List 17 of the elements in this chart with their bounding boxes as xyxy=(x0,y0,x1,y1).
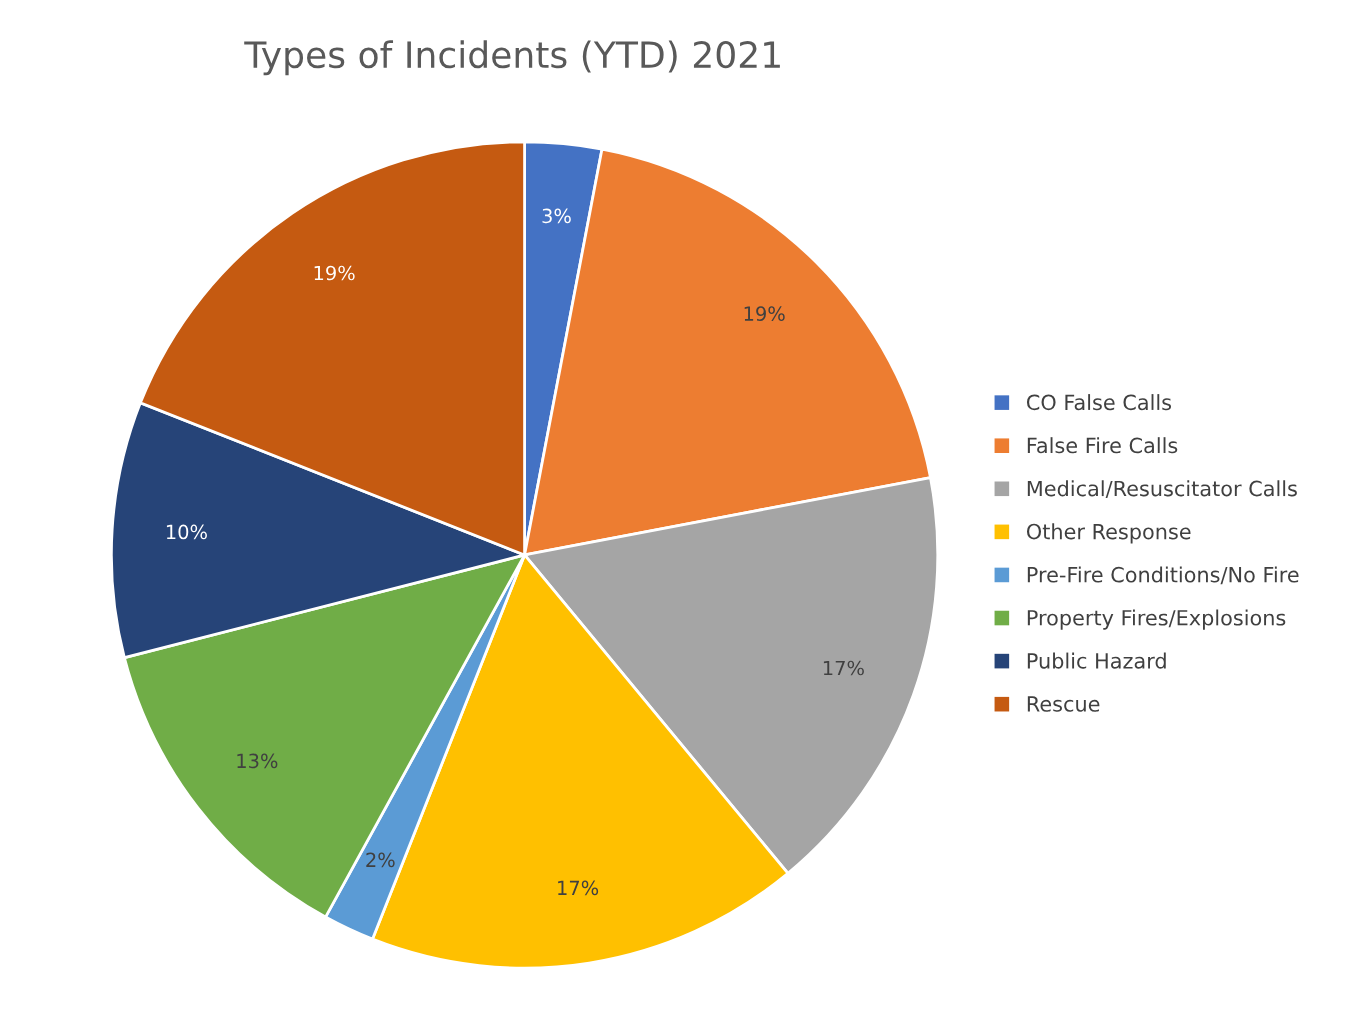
chart-title: Types of Incidents (YTD) 2021 xyxy=(244,40,780,76)
data-label: 19% xyxy=(314,265,355,281)
legend-label: Property Fires/Explosions xyxy=(1027,609,1286,630)
legend-label: Rescue xyxy=(1027,696,1100,712)
legend-label: Other Response xyxy=(1026,523,1191,544)
legend-label: Pre-Fire Conditions/No Fire xyxy=(1027,566,1299,585)
legend-label: False Fire Calls xyxy=(1027,437,1178,454)
data-label: 2% xyxy=(366,852,395,868)
data-label: 19% xyxy=(744,306,785,321)
legend-label: CO False Calls xyxy=(1026,394,1172,411)
legend-label: Medical/Resuscitator Calls xyxy=(1027,480,1297,499)
data-label: 13% xyxy=(237,753,278,769)
data-label: 17% xyxy=(823,660,864,676)
data-label: 3% xyxy=(542,208,571,224)
data-label: 17% xyxy=(558,880,599,896)
legend-label: Public Hazard xyxy=(1027,652,1166,669)
data-label: 10% xyxy=(166,524,207,540)
